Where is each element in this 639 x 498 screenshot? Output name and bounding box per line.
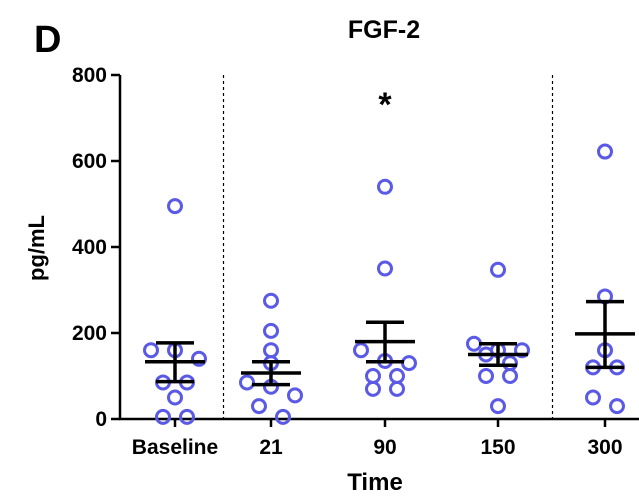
data-point: [263, 292, 279, 309]
data-point: [478, 368, 494, 384]
y-tick-label: 800: [72, 64, 107, 87]
data-point: [585, 389, 601, 406]
data-point: [490, 261, 506, 278]
significance-marker: *: [378, 86, 392, 124]
y-tick-label: 0: [95, 408, 107, 431]
data-point: [287, 387, 303, 404]
data-point: [502, 355, 518, 372]
y-tick-label: 600: [72, 150, 107, 173]
data-point: [514, 342, 530, 359]
data-point: [263, 322, 279, 339]
data-point: [365, 368, 381, 384]
data-point: [502, 368, 518, 384]
x-tick-label: 300: [587, 436, 622, 459]
data-point: [353, 342, 369, 359]
data-point: [143, 342, 159, 359]
data-point: [609, 398, 625, 415]
y-tick-label: 200: [72, 322, 107, 345]
data-point: [490, 398, 506, 415]
x-tick-label: 21: [259, 436, 283, 459]
x-tick-label: 150: [480, 436, 515, 459]
data-point: [401, 355, 417, 372]
data-point: [167, 198, 183, 215]
x-tick-label: 90: [373, 436, 396, 459]
data-point: [263, 342, 279, 359]
data-point: [365, 380, 381, 397]
data-point: [251, 398, 267, 415]
data-point: [155, 408, 171, 425]
panel-label: D: [34, 19, 61, 61]
data-point: [275, 408, 291, 425]
y-tick-label: 400: [72, 236, 107, 259]
data-point: [466, 335, 482, 352]
data-point: [239, 374, 255, 391]
data-point: [179, 408, 195, 425]
y-axis-label: pg/mL: [24, 215, 49, 281]
data-point: [389, 368, 405, 384]
data-point: [167, 389, 183, 406]
x-axis-label: Time: [347, 469, 403, 496]
data-point: [377, 178, 393, 195]
x-tick-label: Baseline: [132, 436, 218, 459]
data-point: [191, 350, 207, 367]
data-point: [597, 143, 613, 160]
chart-title: FGF-2: [348, 16, 420, 44]
data-point: [389, 380, 405, 397]
data-point: [377, 260, 393, 277]
